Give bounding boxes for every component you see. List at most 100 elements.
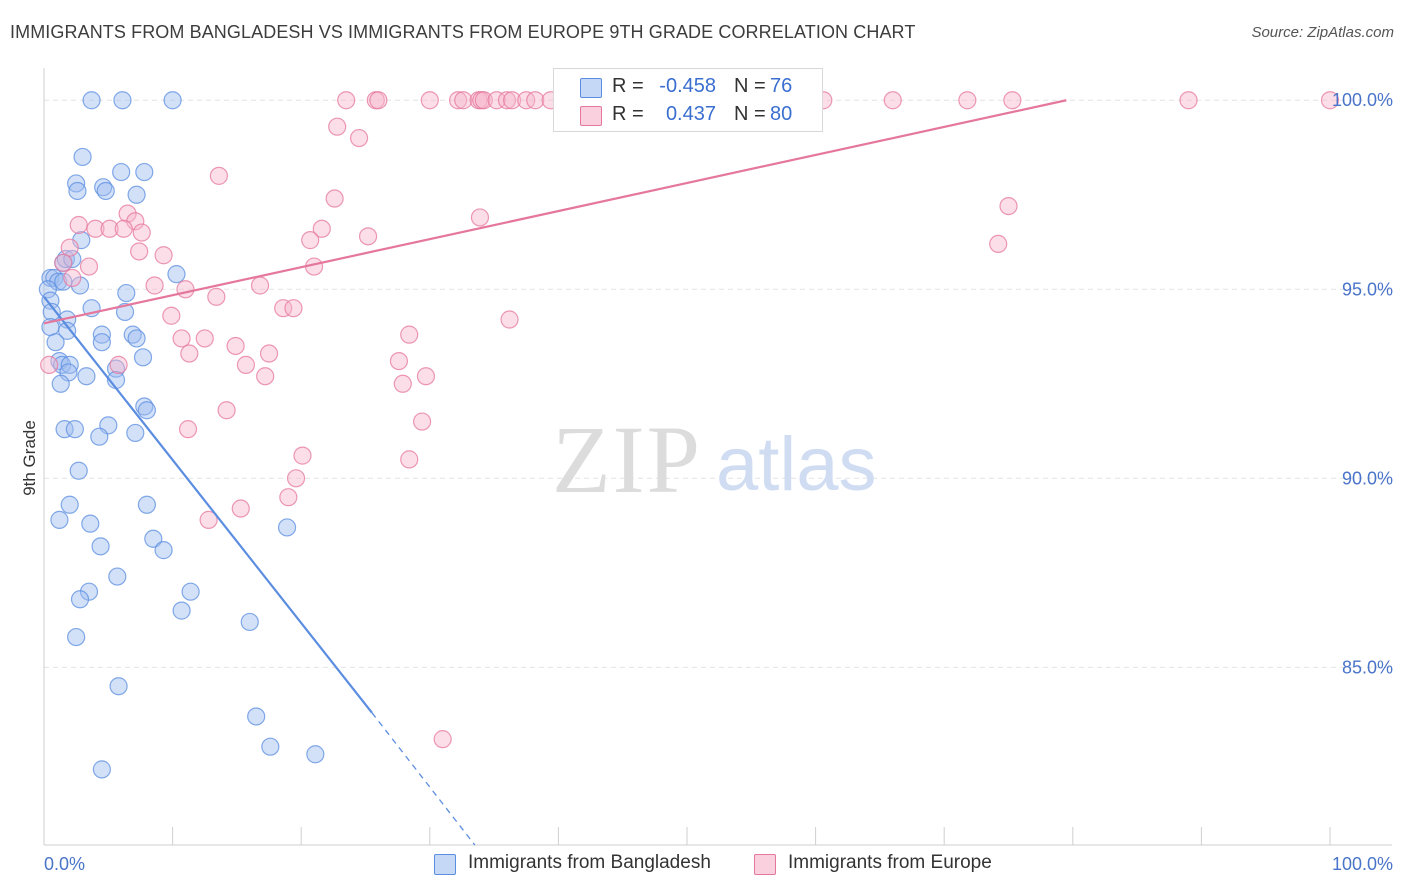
trend-line-bangladesh [43,296,373,714]
legend-row-bangladesh: R = -0.458 N = 76 [554,72,822,102]
point-bangladesh [77,367,96,386]
point-europe [109,355,128,374]
legend-n-label: N = [734,103,766,125]
point-europe [325,189,344,208]
point-bangladesh [73,147,92,167]
legend-r-label: R = [612,103,644,125]
point-europe [989,234,1008,254]
point-bangladesh [137,401,156,420]
point-europe [279,488,298,507]
point-europe [293,446,312,465]
legend-n-label: N = [734,75,766,97]
point-europe [145,276,164,295]
point-europe [180,344,199,363]
point-europe [312,219,331,238]
point-bangladesh [109,677,128,696]
tick-labels: 100.0% 95.0% 90.0% 85.0% 0.0% 100.0% [44,90,1393,874]
point-europe [393,374,412,393]
point-europe [154,246,173,265]
point-europe [416,367,436,386]
point-bangladesh [154,541,173,560]
point-bangladesh [127,185,146,204]
point-europe [454,91,473,110]
point-bangladesh [60,495,79,514]
point-europe [999,196,1018,216]
point-bangladesh [49,272,68,291]
point-bangladesh [240,612,259,632]
point-bangladesh [58,321,77,340]
point-bangladesh [112,162,131,182]
point-bangladesh [133,348,153,367]
y-tick-label: 85.0% [1342,657,1393,677]
point-bangladesh [172,601,191,620]
point-europe [369,91,388,110]
point-europe [1179,91,1198,110]
point-europe [470,208,490,227]
point-europe [54,253,73,272]
point-bangladesh [38,280,57,299]
point-europe [100,219,119,238]
y-tick-label: 100.0% [1332,90,1393,110]
point-bangladesh [92,760,111,779]
point-europe [420,91,439,110]
point-europe [226,336,245,356]
point-bangladesh [181,582,200,601]
point-bangladesh [42,302,61,322]
point-bangladesh [46,333,65,352]
point-europe [474,91,493,110]
point-europe [178,420,198,439]
point-bangladesh [55,420,74,439]
bottom-legend-swatch-bangladesh [434,854,456,875]
point-bangladesh [92,325,111,344]
legend-swatch-bangladesh [580,78,602,98]
point-bangladesh [113,91,132,110]
point-bangladesh [247,707,266,726]
correlation-legend: R = -0.458 N = 76 R = 0.437 N = 80 [553,68,823,132]
point-europe [400,450,419,469]
point-europe [60,238,79,257]
point-europe [79,257,99,276]
point-bangladesh [52,355,72,374]
legend-r-label: R = [612,75,644,97]
point-bangladesh [67,174,86,193]
chart-title: IMMIGRANTS FROM BANGLADESH VS IMMIGRANTS… [10,22,916,42]
point-europe [1320,91,1340,110]
point-europe [207,287,226,306]
grid-lines [44,99,1392,668]
point-europe [132,223,151,242]
point-bangladesh [63,249,82,269]
point-europe [63,268,82,288]
point-europe [503,91,522,110]
point-europe [114,219,133,238]
point-europe [958,91,977,110]
point-bangladesh [144,529,163,548]
point-bangladesh [65,420,84,439]
bottom-legend-swatch-europe [754,854,776,875]
point-europe [195,329,214,348]
point-europe [259,344,279,363]
y-tick-label: 95.0% [1342,279,1393,299]
point-europe [497,91,517,110]
point-bangladesh [137,495,156,514]
y-tick-label: 90.0% [1342,468,1393,488]
point-europe [301,231,320,250]
point-bangladesh [126,423,145,443]
point-europe [433,730,452,749]
point-bangladesh [108,567,127,586]
point-europe [286,469,306,488]
point-bangladesh [90,427,109,446]
point-europe [256,367,275,386]
point-bangladesh [50,510,69,529]
point-europe [231,499,250,518]
point-bangladesh [135,162,154,182]
point-europe [883,91,902,110]
legend-row-europe: R = 0.437 N = 80 [554,100,822,130]
legend-swatch-europe [580,106,602,126]
point-europe [274,299,293,318]
x-tick-label: 100.0% [1332,854,1393,874]
point-europe [199,510,218,529]
point-europe [162,306,181,325]
point-bangladesh [82,91,101,110]
point-europe [389,351,409,371]
